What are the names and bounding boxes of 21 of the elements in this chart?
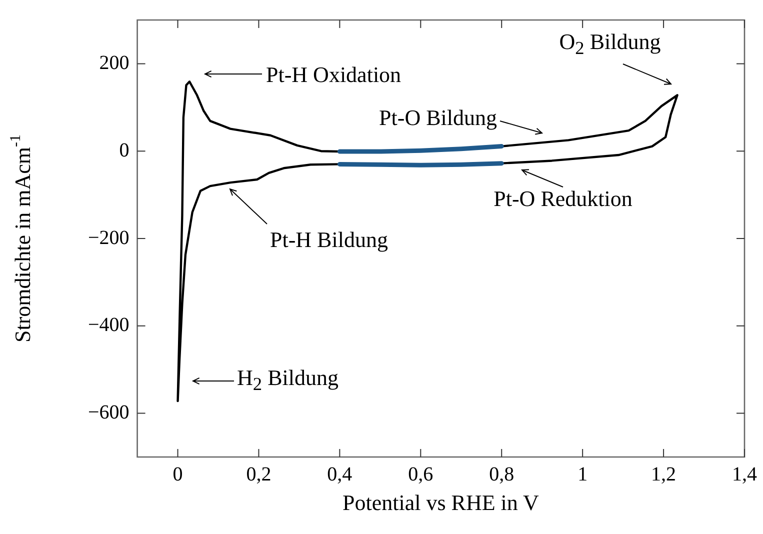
y-axis-title: Stromdichte in mAcm-1 <box>8 134 35 343</box>
y-tick-label: −200 <box>88 226 130 249</box>
x-axis-title: Potential vs RHE in V <box>342 490 539 515</box>
annotation: H$_{2}$ Bildung <box>237 364 338 396</box>
x-tick-label: 0,8 <box>489 463 514 486</box>
y-tick-label: 200 <box>99 52 130 74</box>
x-tick-label: 1,2 <box>651 463 676 486</box>
annotation: Pt-H Oxidation <box>266 62 402 88</box>
x-tick-label: 0,6 <box>408 463 434 486</box>
x-tick-label: 0,4 <box>327 463 352 486</box>
x-tick-label: 0,2 <box>246 463 272 486</box>
x-tick-label: 0 <box>172 463 183 486</box>
x-tick-label: 1,4 <box>732 463 757 486</box>
y-tick-label: 0 <box>119 139 130 162</box>
annotation: Pt-O Bildung <box>379 105 497 131</box>
annotation: Pt-H Bildung <box>270 227 388 253</box>
annotation: Pt-O Reduktion <box>494 186 632 212</box>
y-tick-label: −400 <box>88 314 130 336</box>
annotation: O$_{2}$ Bildung <box>559 28 661 60</box>
y-tick-label: −600 <box>88 402 130 424</box>
x-tick-label: 1 <box>578 463 588 486</box>
